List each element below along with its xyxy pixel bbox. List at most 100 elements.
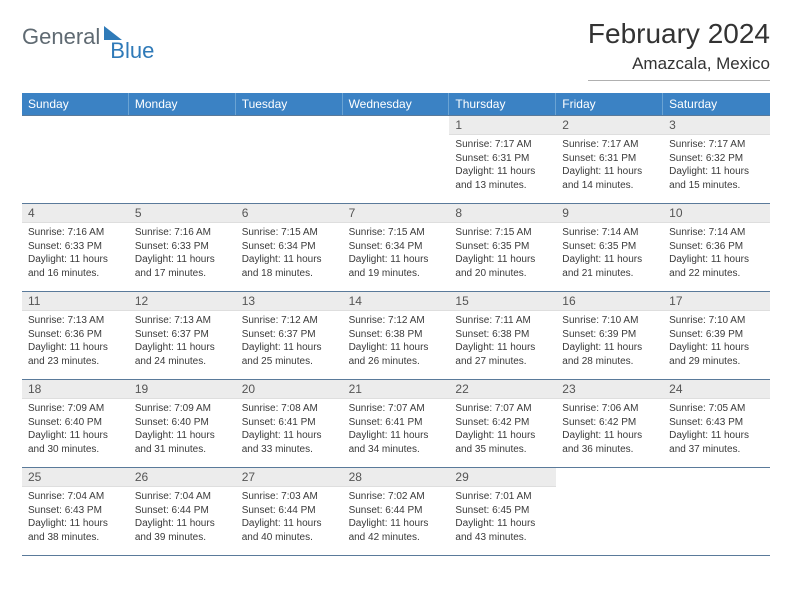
day-number: 17 — [663, 292, 770, 311]
day-dl2: and 40 minutes. — [242, 531, 337, 545]
day-dl2: and 43 minutes. — [455, 531, 550, 545]
title-block: February 2024 Amazcala, Mexico — [588, 18, 770, 81]
day-sunset: Sunset: 6:36 PM — [28, 328, 123, 342]
day-sunset: Sunset: 6:36 PM — [669, 240, 764, 254]
day-dl2: and 30 minutes. — [28, 443, 123, 457]
month-title: February 2024 — [588, 18, 770, 50]
day-body: Sunrise: 7:03 AMSunset: 6:44 PMDaylight:… — [236, 487, 343, 550]
day-number: 12 — [129, 292, 236, 311]
calendar-cell: 16Sunrise: 7:10 AMSunset: 6:39 PMDayligh… — [556, 291, 663, 379]
day-sunset: Sunset: 6:42 PM — [455, 416, 550, 430]
weekday-thursday: Thursday — [449, 93, 556, 115]
calendar-cell: . — [343, 115, 450, 203]
day-dl1: Daylight: 11 hours — [562, 253, 657, 267]
day-sunrise: Sunrise: 7:15 AM — [242, 226, 337, 240]
day-dl1: Daylight: 11 hours — [242, 517, 337, 531]
day-body: Sunrise: 7:06 AMSunset: 6:42 PMDaylight:… — [556, 399, 663, 462]
day-dl2: and 23 minutes. — [28, 355, 123, 369]
calendar-cell: 23Sunrise: 7:06 AMSunset: 6:42 PMDayligh… — [556, 379, 663, 467]
day-dl1: Daylight: 11 hours — [242, 253, 337, 267]
day-sunrise: Sunrise: 7:04 AM — [135, 490, 230, 504]
day-sunrise: Sunrise: 7:07 AM — [455, 402, 550, 416]
day-body: Sunrise: 7:07 AMSunset: 6:41 PMDaylight:… — [343, 399, 450, 462]
day-dl2: and 35 minutes. — [455, 443, 550, 457]
day-sunset: Sunset: 6:37 PM — [242, 328, 337, 342]
calendar-cell: 3Sunrise: 7:17 AMSunset: 6:32 PMDaylight… — [663, 115, 770, 203]
day-sunrise: Sunrise: 7:03 AM — [242, 490, 337, 504]
day-dl2: and 37 minutes. — [669, 443, 764, 457]
day-body: Sunrise: 7:07 AMSunset: 6:42 PMDaylight:… — [449, 399, 556, 462]
day-sunrise: Sunrise: 7:07 AM — [349, 402, 444, 416]
day-dl2: and 36 minutes. — [562, 443, 657, 457]
day-number: 21 — [343, 380, 450, 399]
calendar-cell: 19Sunrise: 7:09 AMSunset: 6:40 PMDayligh… — [129, 379, 236, 467]
brand-part2: Blue — [110, 38, 154, 64]
day-body: Sunrise: 7:12 AMSunset: 6:38 PMDaylight:… — [343, 311, 450, 374]
day-number: 18 — [22, 380, 129, 399]
day-sunset: Sunset: 6:41 PM — [242, 416, 337, 430]
day-body: Sunrise: 7:11 AMSunset: 6:38 PMDaylight:… — [449, 311, 556, 374]
weekday-tuesday: Tuesday — [236, 93, 343, 115]
day-body: Sunrise: 7:16 AMSunset: 6:33 PMDaylight:… — [22, 223, 129, 286]
calendar-cell: 11Sunrise: 7:13 AMSunset: 6:36 PMDayligh… — [22, 291, 129, 379]
day-dl1: Daylight: 11 hours — [669, 165, 764, 179]
calendar-cell: . — [129, 115, 236, 203]
calendar-cell: 17Sunrise: 7:10 AMSunset: 6:39 PMDayligh… — [663, 291, 770, 379]
calendar-cell: 9Sunrise: 7:14 AMSunset: 6:35 PMDaylight… — [556, 203, 663, 291]
day-number: 7 — [343, 204, 450, 223]
day-sunrise: Sunrise: 7:16 AM — [135, 226, 230, 240]
day-body: Sunrise: 7:09 AMSunset: 6:40 PMDaylight:… — [22, 399, 129, 462]
day-sunset: Sunset: 6:43 PM — [28, 504, 123, 518]
calendar-cell: 10Sunrise: 7:14 AMSunset: 6:36 PMDayligh… — [663, 203, 770, 291]
calendar-bottom-rule — [22, 555, 770, 556]
day-dl2: and 20 minutes. — [455, 267, 550, 281]
day-dl1: Daylight: 11 hours — [349, 429, 444, 443]
day-dl2: and 33 minutes. — [242, 443, 337, 457]
day-sunrise: Sunrise: 7:17 AM — [562, 138, 657, 152]
day-number: 13 — [236, 292, 343, 311]
weekday-wednesday: Wednesday — [343, 93, 450, 115]
day-dl1: Daylight: 11 hours — [562, 165, 657, 179]
day-sunrise: Sunrise: 7:16 AM — [28, 226, 123, 240]
calendar-cell: 1Sunrise: 7:17 AMSunset: 6:31 PMDaylight… — [449, 115, 556, 203]
calendar-cell: 6Sunrise: 7:15 AMSunset: 6:34 PMDaylight… — [236, 203, 343, 291]
day-dl2: and 16 minutes. — [28, 267, 123, 281]
day-sunset: Sunset: 6:38 PM — [349, 328, 444, 342]
calendar-cell: 28Sunrise: 7:02 AMSunset: 6:44 PMDayligh… — [343, 467, 450, 555]
day-body: Sunrise: 7:13 AMSunset: 6:37 PMDaylight:… — [129, 311, 236, 374]
day-body: Sunrise: 7:15 AMSunset: 6:34 PMDaylight:… — [236, 223, 343, 286]
day-dl1: Daylight: 11 hours — [135, 517, 230, 531]
day-sunrise: Sunrise: 7:10 AM — [669, 314, 764, 328]
day-dl1: Daylight: 11 hours — [349, 341, 444, 355]
day-sunrise: Sunrise: 7:13 AM — [135, 314, 230, 328]
day-sunset: Sunset: 6:45 PM — [455, 504, 550, 518]
title-rule — [588, 80, 770, 81]
day-dl2: and 39 minutes. — [135, 531, 230, 545]
day-sunset: Sunset: 6:32 PM — [669, 152, 764, 166]
calendar-cell: . — [663, 467, 770, 555]
day-body: Sunrise: 7:10 AMSunset: 6:39 PMDaylight:… — [663, 311, 770, 374]
calendar-cell: 20Sunrise: 7:08 AMSunset: 6:41 PMDayligh… — [236, 379, 343, 467]
day-body: Sunrise: 7:13 AMSunset: 6:36 PMDaylight:… — [22, 311, 129, 374]
day-body: Sunrise: 7:08 AMSunset: 6:41 PMDaylight:… — [236, 399, 343, 462]
day-number: 22 — [449, 380, 556, 399]
calendar-cell: 7Sunrise: 7:15 AMSunset: 6:34 PMDaylight… — [343, 203, 450, 291]
calendar-cell: . — [22, 115, 129, 203]
calendar-weekday-header: Sunday Monday Tuesday Wednesday Thursday… — [22, 93, 770, 115]
day-dl2: and 25 minutes. — [242, 355, 337, 369]
day-dl1: Daylight: 11 hours — [28, 429, 123, 443]
day-sunset: Sunset: 6:44 PM — [242, 504, 337, 518]
day-sunset: Sunset: 6:39 PM — [562, 328, 657, 342]
day-dl1: Daylight: 11 hours — [242, 341, 337, 355]
day-sunrise: Sunrise: 7:08 AM — [242, 402, 337, 416]
day-number: 9 — [556, 204, 663, 223]
weekday-sunday: Sunday — [22, 93, 129, 115]
calendar-cell: 2Sunrise: 7:17 AMSunset: 6:31 PMDaylight… — [556, 115, 663, 203]
day-dl1: Daylight: 11 hours — [669, 429, 764, 443]
calendar-cell: . — [236, 115, 343, 203]
day-dl2: and 22 minutes. — [669, 267, 764, 281]
day-body: Sunrise: 7:04 AMSunset: 6:44 PMDaylight:… — [129, 487, 236, 550]
day-dl1: Daylight: 11 hours — [455, 517, 550, 531]
day-dl2: and 15 minutes. — [669, 179, 764, 193]
day-sunset: Sunset: 6:33 PM — [28, 240, 123, 254]
